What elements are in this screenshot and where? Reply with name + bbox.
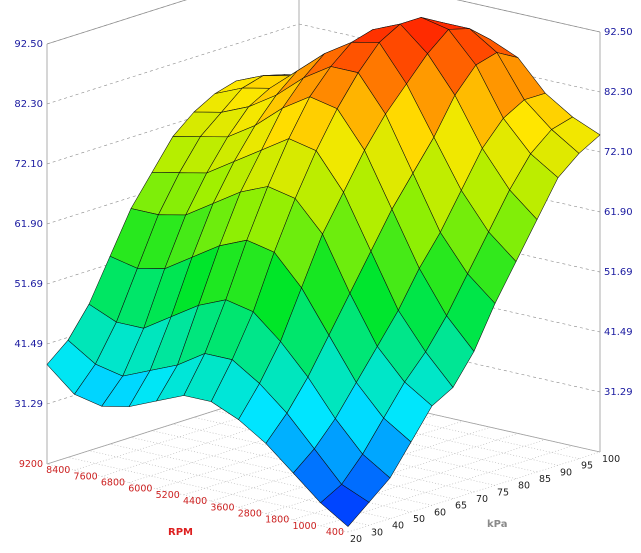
surface-mesh: [46, 17, 601, 527]
z-tick-label: 92.50: [604, 27, 633, 38]
surface-skirt: [211, 402, 238, 508]
z-tick-label: 51.69: [14, 279, 43, 290]
rpm-tick-label: 1000: [292, 521, 316, 532]
kpa-tick-label: 90: [560, 467, 572, 478]
z-tick-label: 82.30: [14, 99, 43, 110]
z-tick-label: 72.10: [14, 159, 43, 170]
floor-gridline: [46, 463, 349, 533]
rpm-tick-label: 2800: [238, 508, 262, 519]
floor-gridline: [214, 410, 517, 479]
z-tick-label: 51.69: [604, 267, 633, 278]
kpa-tick-label: 70: [476, 494, 488, 505]
kpa-tick-label: 95: [581, 461, 593, 472]
kpa-tick-labels: 20 30 40 50 60 65 70 75 80 85 90 95 100: [350, 454, 620, 545]
floor-gridline: [298, 383, 601, 453]
rpm-tick-label: 7600: [74, 471, 98, 482]
rpm-tick-label: 5200: [156, 490, 180, 501]
surface-skirt: [129, 401, 156, 489]
surface-skirt: [184, 396, 211, 502]
floor-gridline: [130, 437, 433, 506]
kpa-tick-label: 30: [371, 527, 383, 538]
floor-gridline: [74, 389, 327, 471]
z-tick-label: 41.49: [14, 339, 43, 350]
z-tick-label: 61.90: [604, 207, 633, 218]
kpa-tick-label: 80: [518, 481, 530, 492]
surface-cell: [320, 484, 370, 527]
z-tick-label: 31.29: [14, 399, 43, 410]
rpm-tick-label: 400: [326, 527, 344, 538]
z-tick-label: 92.50: [14, 39, 43, 50]
kpa-tick-label: 100: [602, 454, 620, 465]
rpm-tick-label: 1800: [265, 515, 289, 526]
rpm-tick-label: 9200: [19, 459, 43, 470]
kpa-tick-label: 65: [455, 501, 467, 512]
rpm-tick-label: 6000: [128, 484, 152, 495]
floor-gridline: [151, 430, 454, 499]
kpa-tick-label: 60: [434, 507, 446, 518]
kpa-tick-label: 75: [497, 487, 509, 498]
wall-top-right: [456, 0, 601, 33]
z-axis-labels-left: 31.29 41.49 51.69 61.90 72.10 82.30 92.50: [14, 39, 43, 410]
z-tick-label: 82.30: [604, 87, 633, 98]
z-gridline-left: [46, 83, 300, 165]
kpa-tick-label: 50: [413, 514, 425, 525]
kpa-tick-label: 20: [350, 534, 362, 545]
floor-gridline: [172, 423, 475, 493]
floor-gridline: [67, 457, 370, 526]
kpa-tick-label: 40: [392, 521, 404, 532]
floor-gridline: [293, 439, 546, 520]
z-axis-labels-right: 31.29 41.49 51.69 61.90 72.10 82.30 92.50: [604, 27, 633, 398]
rpm-tick-label: 4400: [183, 496, 207, 507]
rpm-axis-label: RPM: [168, 527, 193, 538]
kpa-tick-label: 85: [539, 474, 551, 485]
floor-gridline: [277, 390, 580, 459]
z-tick-label: 72.10: [604, 147, 633, 158]
surface-skirt: [102, 406, 129, 482]
floor-gridline: [129, 402, 382, 483]
floor-gridline: [320, 445, 573, 527]
surface-skirt: [74, 394, 101, 476]
floor-gridline: [193, 417, 496, 486]
kpa-axis-label: kPa: [487, 519, 507, 530]
rpm-tick-label: 3600: [210, 502, 234, 513]
surface-skirt: [157, 396, 184, 495]
wall-top-left: [46, 0, 187, 45]
floor-gridline: [235, 403, 538, 473]
z-tick-label: 61.90: [14, 219, 43, 230]
z-gridline-left: [46, 23, 300, 105]
rpm-tick-label: 6800: [101, 478, 125, 489]
floor-gridline: [256, 397, 559, 466]
rpm-tick-label: 8400: [46, 465, 70, 476]
z-tick-label: 41.49: [604, 327, 633, 338]
floor-gridline: [46, 383, 300, 465]
z-tick-label: 31.29: [604, 387, 633, 398]
z-gridline-left: [46, 0, 187, 45]
